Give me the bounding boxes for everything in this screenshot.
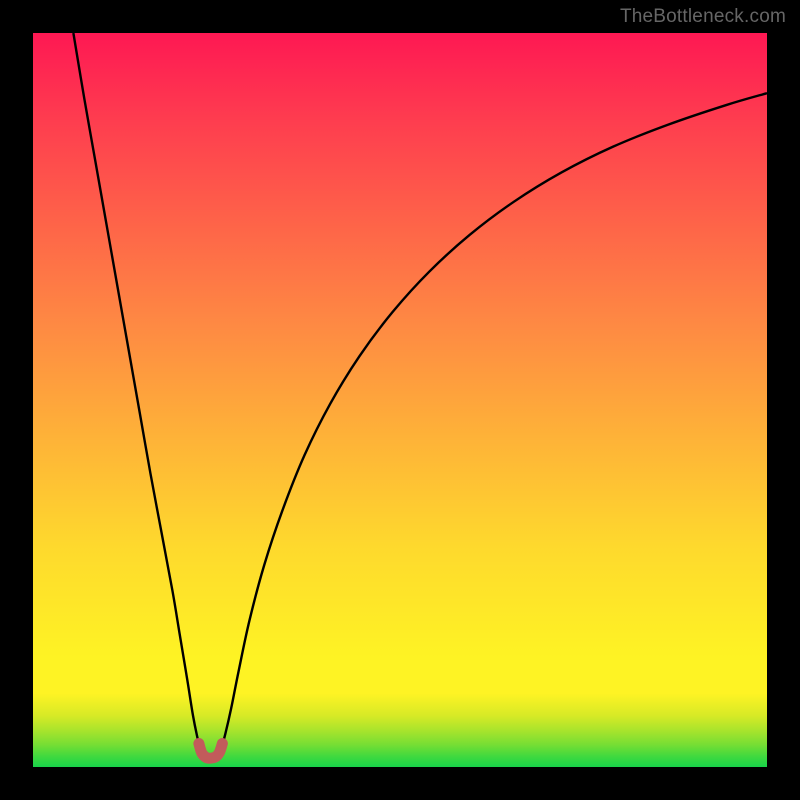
- watermark-text: TheBottleneck.com: [620, 6, 786, 28]
- curve-right-branch: [221, 93, 767, 750]
- plot-area: [33, 33, 767, 767]
- curve-left-branch: [73, 33, 200, 750]
- curve-trough-marker: [199, 744, 222, 759]
- chart-container: TheBottleneck.com: [0, 0, 800, 800]
- bottleneck-curve: [33, 33, 767, 767]
